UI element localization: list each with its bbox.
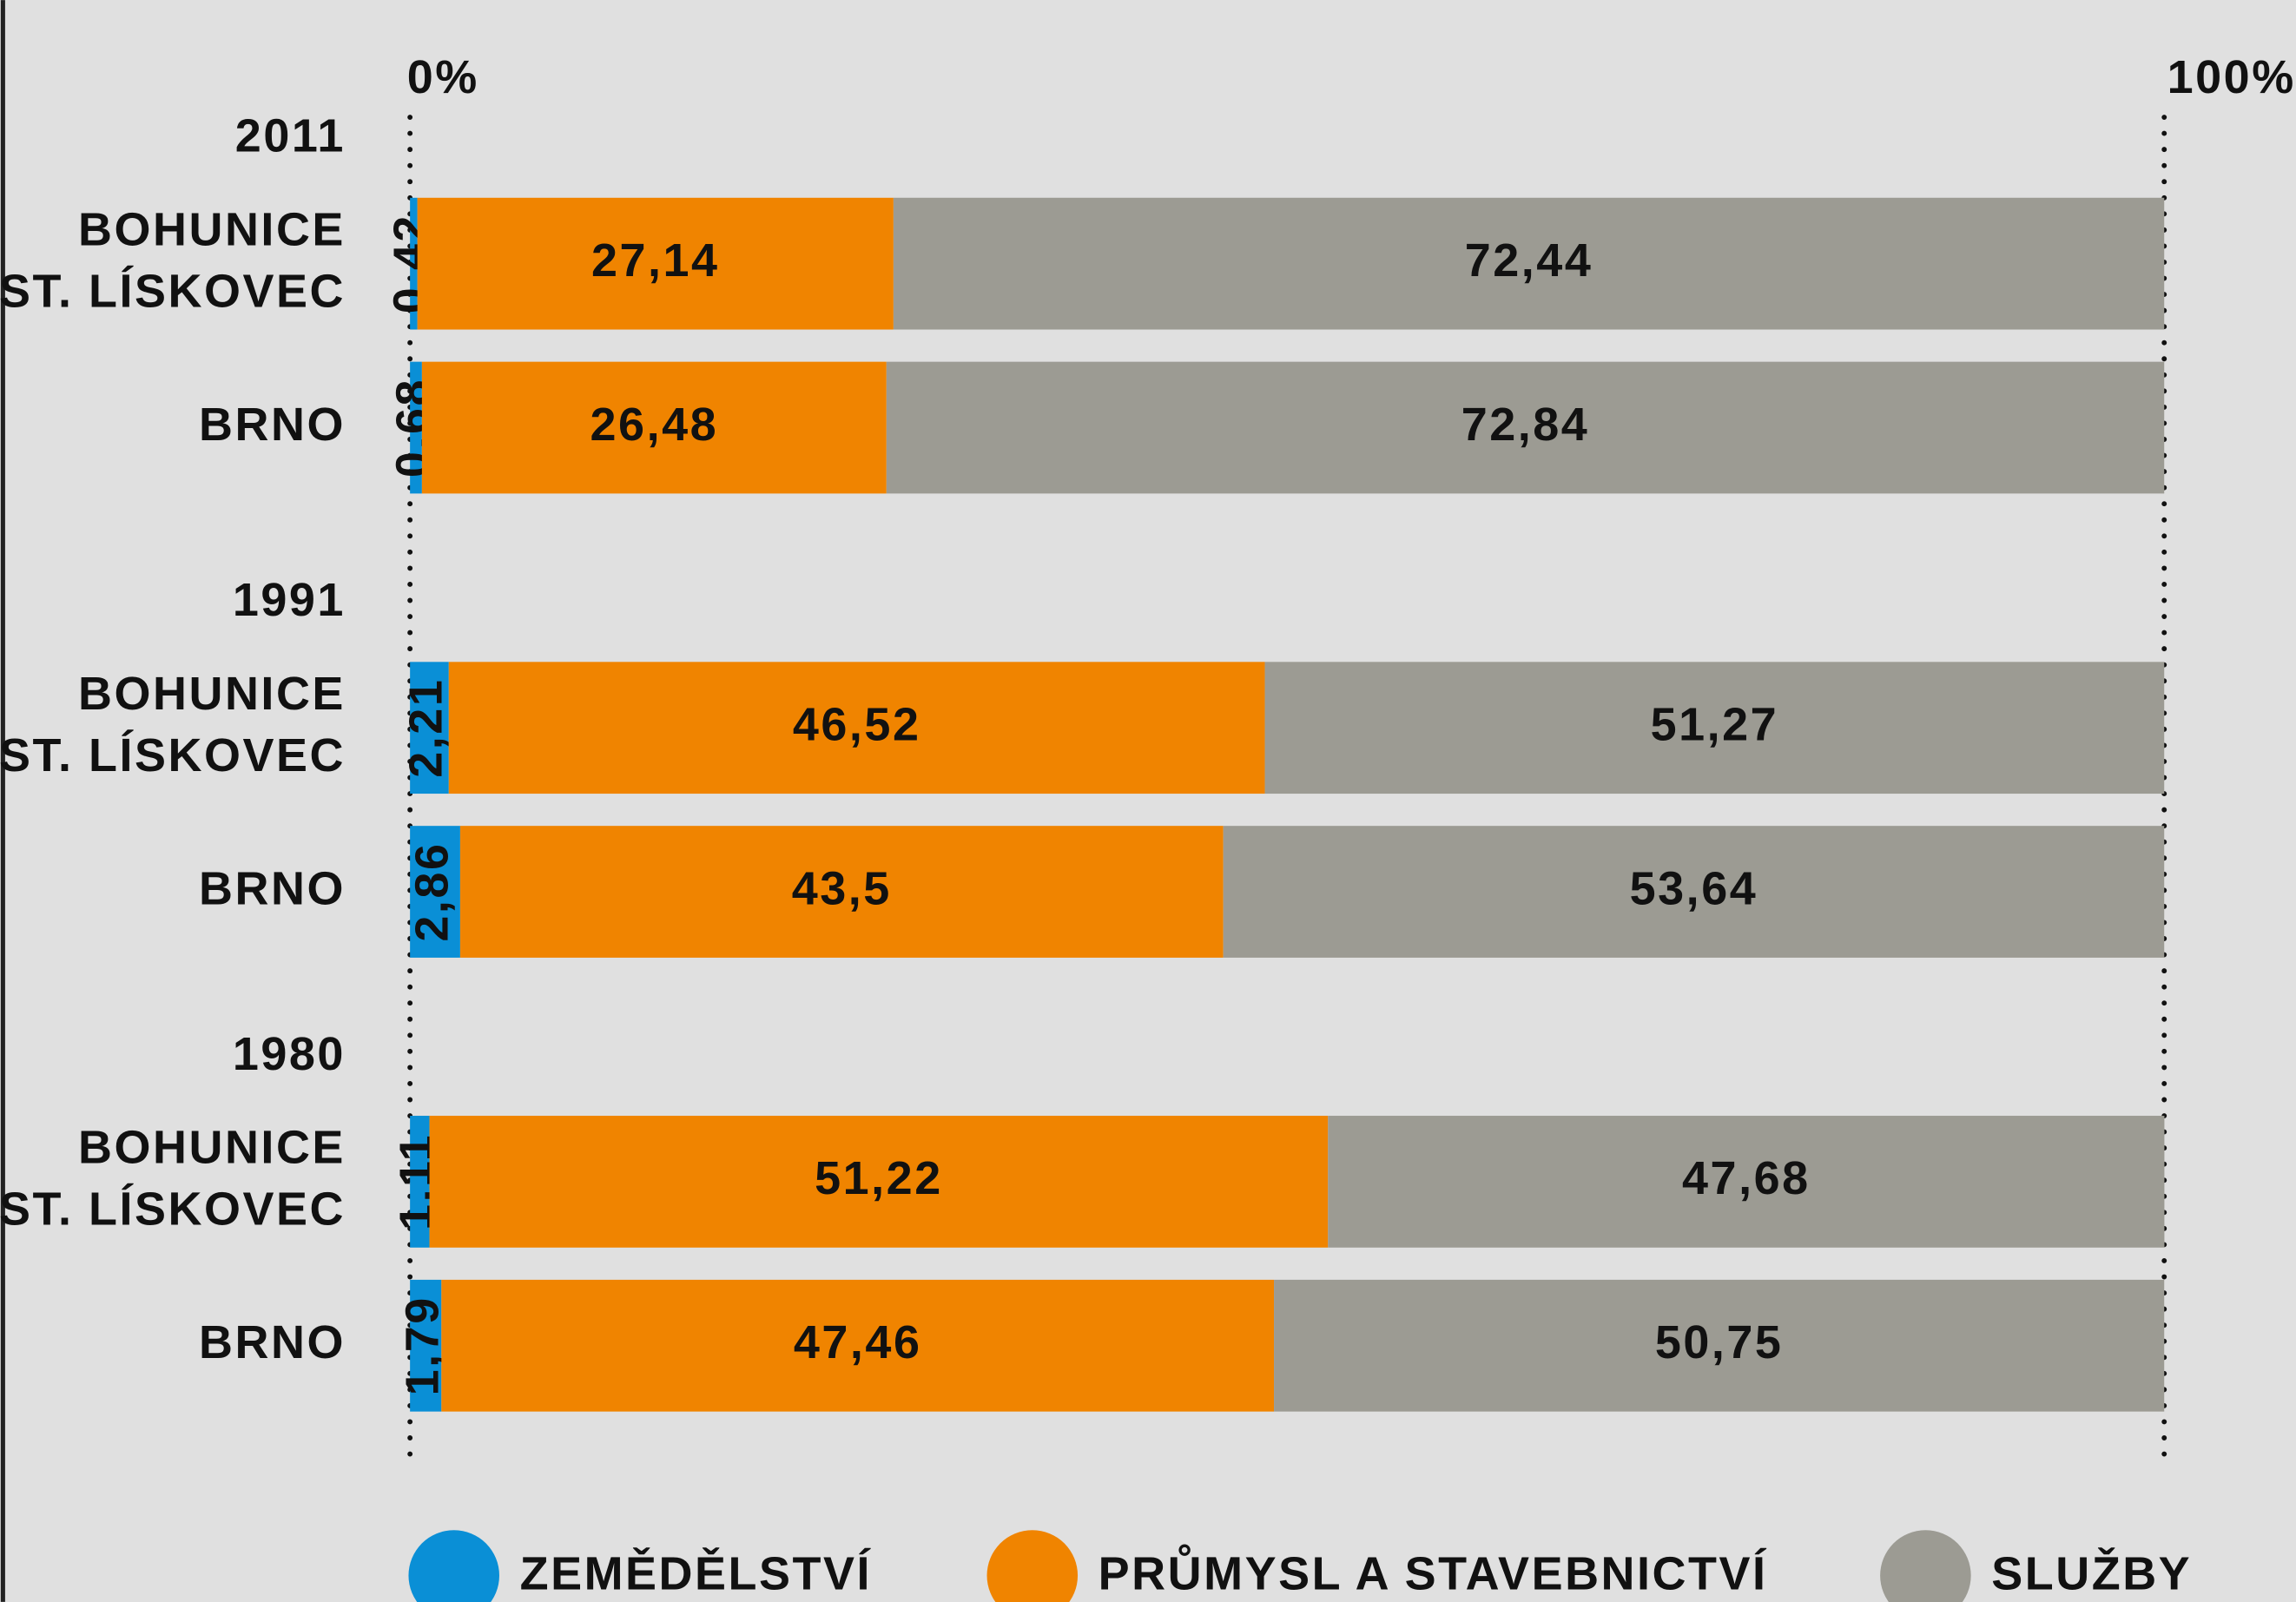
bar-segment xyxy=(417,197,894,330)
data-label: 47,68 xyxy=(1682,1152,1811,1204)
bar-segment xyxy=(410,826,460,958)
data-label: 51,27 xyxy=(1651,698,1779,750)
data-label: 2,21 xyxy=(400,678,452,778)
legend-label: PRŮMYSL A STAVEBNICTVÍ xyxy=(1099,1544,1768,1599)
category-label: ST. LÍSKOVEC xyxy=(0,1183,346,1236)
bar-segment xyxy=(429,1116,1329,1248)
category-label: ST. LÍSKOVEC xyxy=(0,729,346,781)
category-label: BRNO xyxy=(199,399,346,451)
bar-segment xyxy=(421,361,887,494)
bar-segment xyxy=(441,1279,1275,1412)
data-label: 72,84 xyxy=(1461,399,1590,451)
x-tick-label: 0% xyxy=(407,51,479,103)
group-label: 1991 xyxy=(233,574,346,626)
category-label: BOHUNICE xyxy=(78,1122,346,1174)
legend-swatch xyxy=(408,1530,499,1602)
bar-segment xyxy=(1274,1279,2165,1412)
bar-segment xyxy=(459,826,1224,958)
category-label: BRNO xyxy=(199,1316,346,1368)
bar-segment xyxy=(1328,1116,2165,1248)
category-label: ST. LÍSKOVEC xyxy=(0,265,346,317)
category-label: BOHUNICE xyxy=(78,203,346,255)
data-label: 46,52 xyxy=(793,698,921,750)
legend-label: ZEMĚDĚLSTVÍ xyxy=(520,1546,872,1599)
data-label: 53,64 xyxy=(1630,862,1758,914)
data-label: 47,46 xyxy=(794,1316,922,1368)
data-label: 50,75 xyxy=(1655,1316,1784,1368)
bar-segment xyxy=(410,1279,442,1412)
bar-segment xyxy=(410,361,422,494)
bar-segment xyxy=(1264,662,2165,794)
data-label: 72,44 xyxy=(1465,234,1593,287)
bar-segment xyxy=(448,662,1265,794)
data-label: 43,5 xyxy=(792,862,892,914)
bar-segment xyxy=(1223,826,2165,958)
legend-swatch xyxy=(986,1530,1079,1602)
category-label: BOHUNICE xyxy=(78,668,346,720)
bar-segment xyxy=(893,197,2165,330)
bar-segment xyxy=(410,1116,430,1248)
group-label: 1980 xyxy=(233,1028,346,1080)
bar-segment xyxy=(886,361,2165,494)
data-label: 27,14 xyxy=(591,234,720,287)
legend-label: SLUŽBY xyxy=(1991,1546,2192,1599)
bar-segment xyxy=(410,197,418,330)
category-label: BRNO xyxy=(199,862,346,914)
bar-segment xyxy=(410,662,449,794)
x-tick-label: 100% xyxy=(2167,51,2296,103)
data-label: 2,86 xyxy=(406,841,458,941)
group-label: 2011 xyxy=(235,110,346,162)
data-label: 1,79 xyxy=(396,1295,448,1395)
legend-swatch xyxy=(1880,1530,1971,1602)
data-label: 26,48 xyxy=(590,399,719,451)
data-label: 51,22 xyxy=(815,1152,943,1204)
